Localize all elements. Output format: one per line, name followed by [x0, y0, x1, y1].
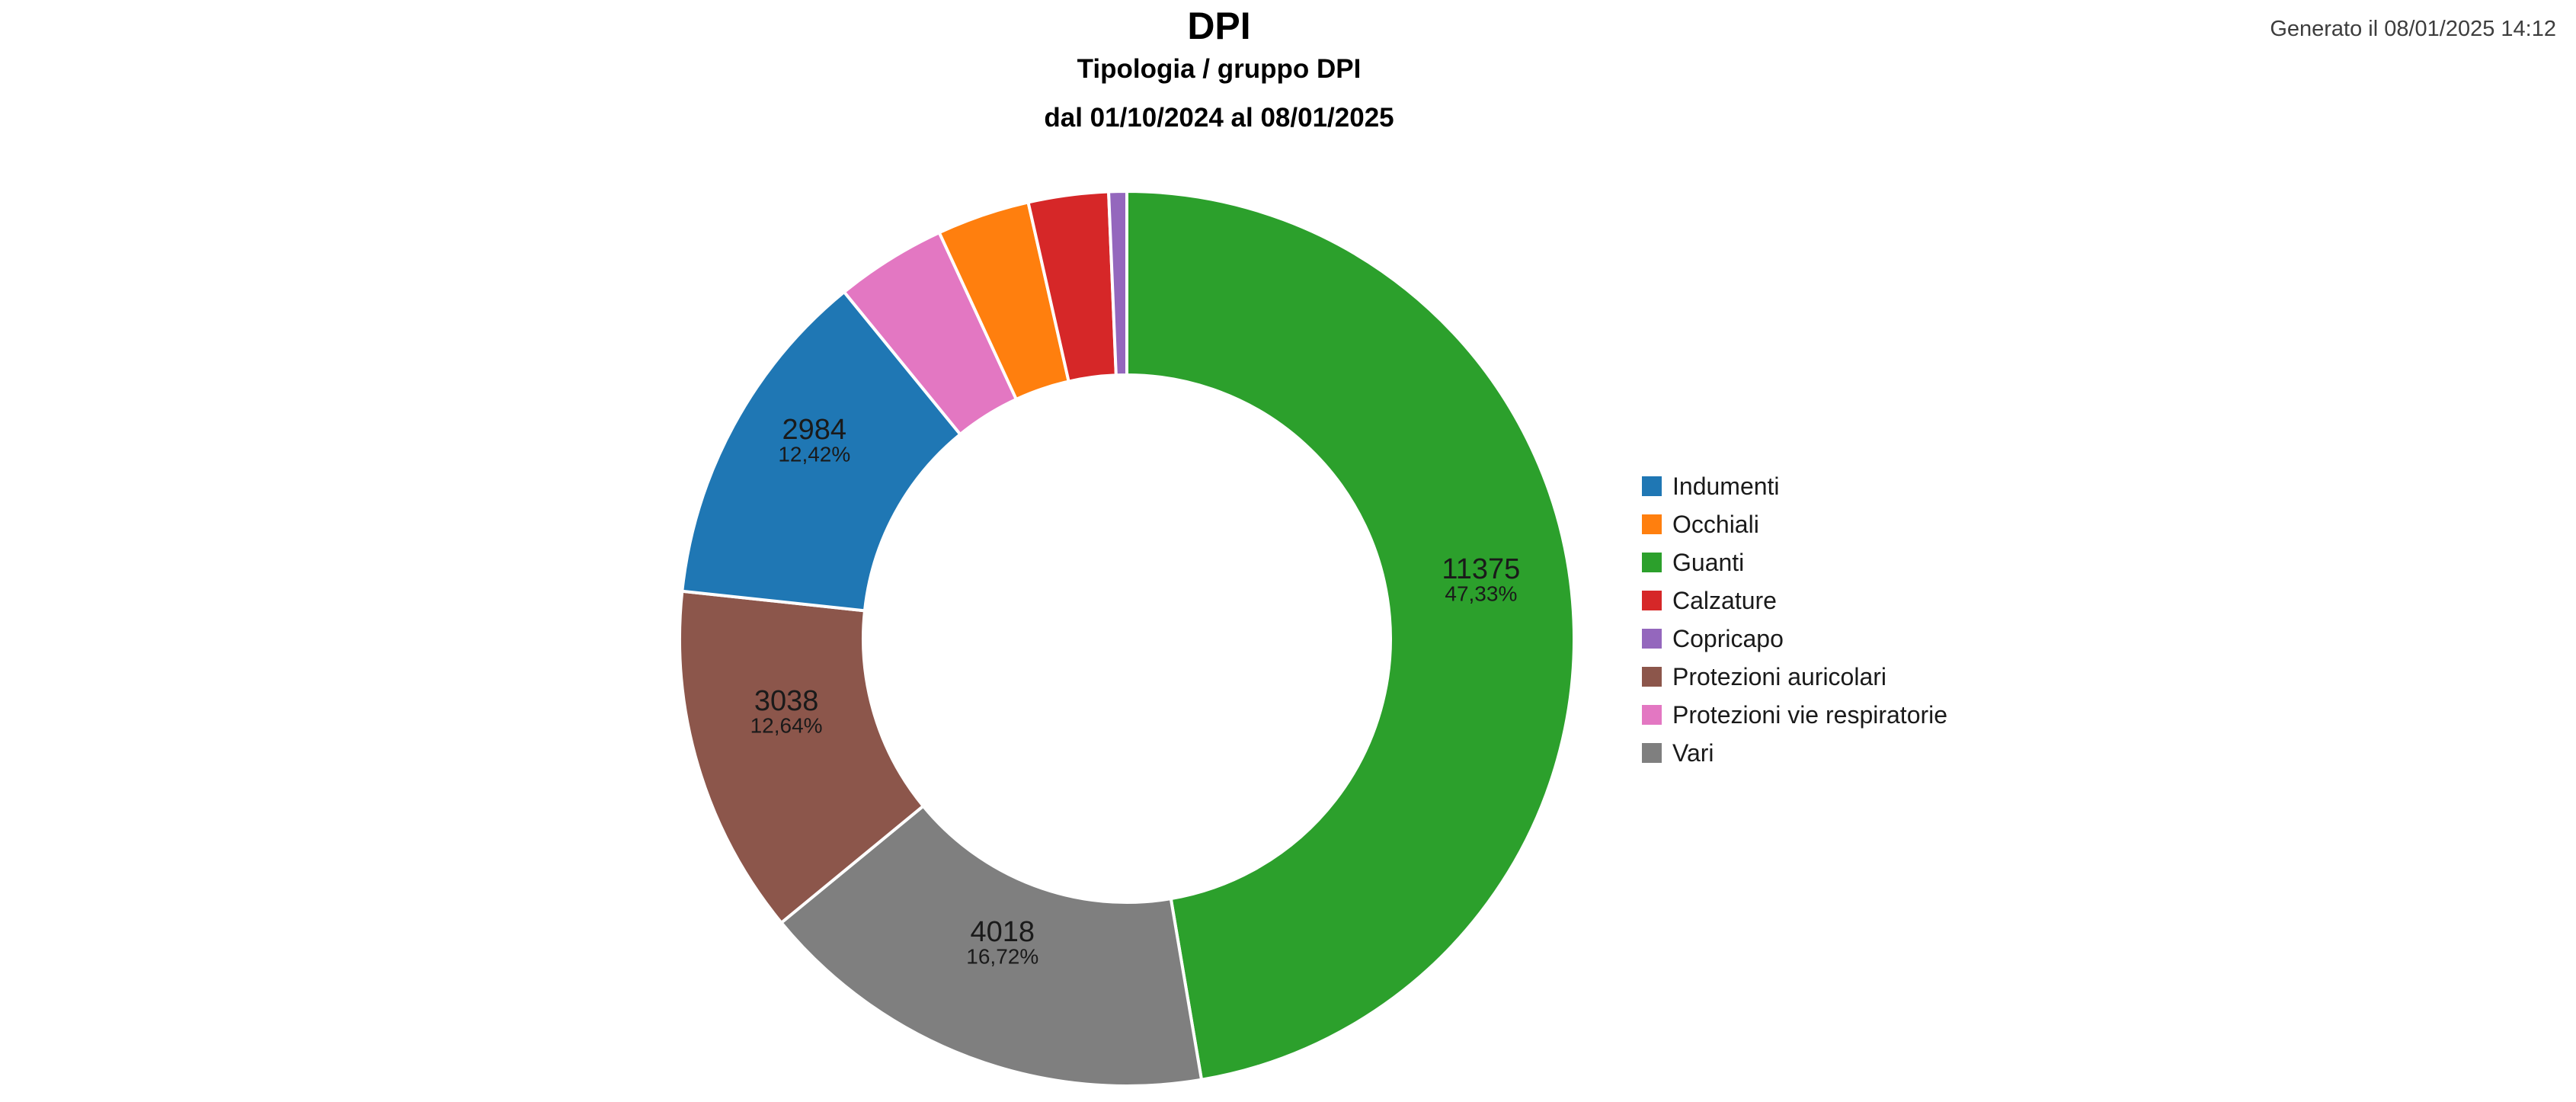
- legend-swatch-indumenti: [1642, 476, 1662, 496]
- legend-item-copricapo: Copricapo: [1642, 620, 1947, 658]
- legend-item-guanti: Guanti: [1642, 543, 1947, 581]
- legend-label-indumenti: Indumenti: [1672, 472, 1780, 500]
- slice-pct-label-guanti: 47,33%: [1445, 581, 1517, 605]
- legend-item-protezioni-vie-respiratorie: Protezioni vie respiratorie: [1642, 696, 1947, 734]
- legend-label-protezioni-auricolari: Protezioni auricolari: [1672, 662, 1887, 690]
- legend-swatch-protezioni-vie-respiratorie: [1642, 705, 1662, 725]
- pie-slice-copricapo: [1107, 189, 1128, 377]
- legend-item-protezioni-auricolari: Protezioni auricolari: [1642, 658, 1947, 696]
- slice-pct-label-protezioni-auricolari: 12,64%: [750, 713, 823, 737]
- legend-item-vari: Vari: [1642, 734, 1947, 772]
- report-header: DPI Tipologia / gruppo DPI dal 01/10/202…: [1044, 0, 1394, 136]
- legend-item-occhiali: Occhiali: [1642, 505, 1947, 543]
- legend-swatch-vari: [1642, 743, 1662, 763]
- pie-slice-guanti: [1125, 190, 1576, 1081]
- legend-label-calzature: Calzature: [1672, 586, 1777, 614]
- page-title: DPI: [1187, 5, 1251, 47]
- slice-value-label-indumenti: 2984: [782, 414, 847, 446]
- slice-value-label-guanti: 11375: [1442, 553, 1520, 585]
- pie-slice-protezioni-auricolari: [678, 589, 925, 924]
- legend-swatch-protezioni-auricolari: [1642, 667, 1662, 687]
- legend-label-occhiali: Occhiali: [1672, 510, 1759, 538]
- chart-subtitle: Tipologia / gruppo DPI: [1077, 54, 1362, 84]
- legend-swatch-copricapo: [1642, 629, 1662, 649]
- slice-value-label-protezioni-auricolari: 3038: [754, 685, 819, 717]
- chart-date-range: dal 01/10/2024 al 08/01/2025: [1044, 103, 1394, 133]
- legend-label-guanti: Guanti: [1672, 548, 1745, 576]
- legend-swatch-guanti: [1642, 553, 1662, 572]
- legend-label-protezioni-vie-respiratorie: Protezioni vie respiratorie: [1672, 700, 1948, 729]
- generated-timestamp: Generato il 08/01/2025 14:12: [2270, 17, 2556, 41]
- slice-value-label-vari: 4018: [970, 916, 1035, 948]
- legend-swatch-calzature: [1642, 591, 1662, 610]
- slice-pct-label-vari: 16,72%: [966, 945, 1038, 969]
- chart-legend: Indumenti Occhiali Guanti Calzature Copricap…: [1642, 467, 1947, 772]
- pie-slice-indumenti: [680, 290, 962, 613]
- legend-label-vari: Vari: [1672, 738, 1714, 767]
- legend-label-copricapo: Copricapo: [1672, 624, 1784, 652]
- slice-pct-label-indumenti: 12,42%: [778, 442, 850, 466]
- legend-swatch-occhiali: [1642, 514, 1662, 534]
- legend-item-calzature: Calzature: [1642, 581, 1947, 620]
- legend-item-indumenti: Indumenti: [1642, 467, 1947, 505]
- pie-slice-vari: [779, 804, 1204, 1088]
